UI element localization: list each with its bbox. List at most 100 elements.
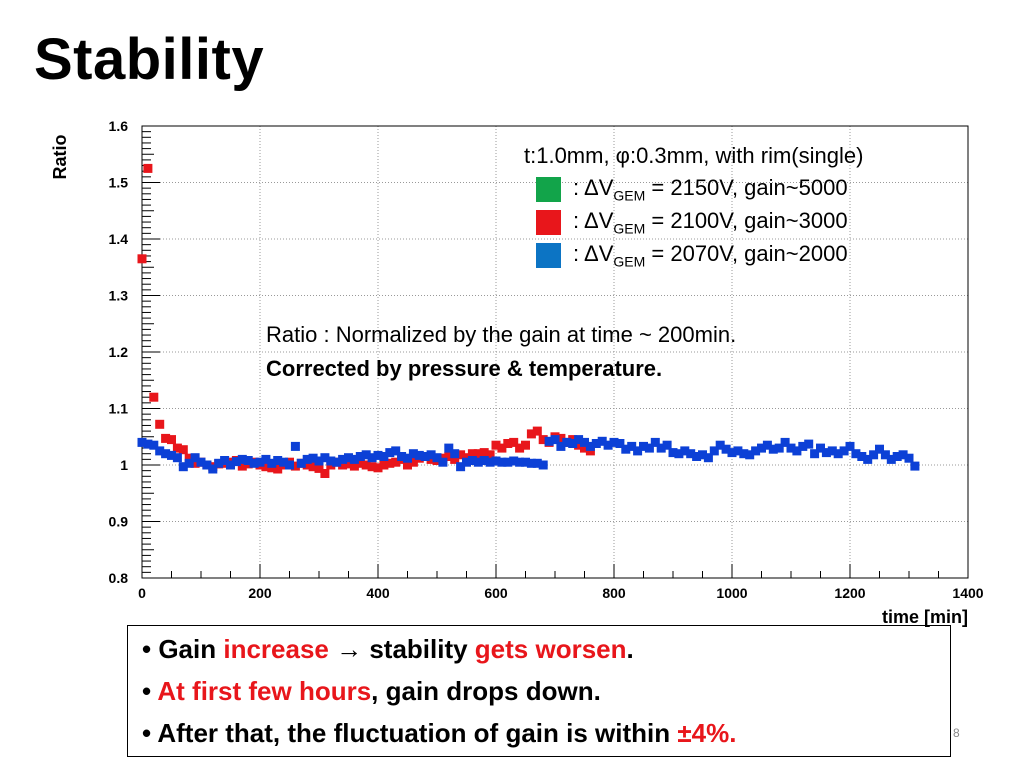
data-point-series-2 (137, 437, 147, 447)
slide-title: Stability (34, 27, 265, 92)
data-point-series-2 (827, 446, 837, 456)
data-point-series-2 (249, 458, 259, 468)
data-point-series-2 (344, 453, 353, 463)
data-point-series-2 (226, 460, 235, 470)
tick-labels: 0 200 400 600 800 1000 1200 1400 0.8 0.9 1 1.1 1.2 1.… (109, 118, 984, 601)
data-point-series-2 (426, 450, 436, 460)
data-point-series-2 (149, 440, 159, 450)
x-tick-label: 1400 (952, 585, 983, 601)
data-point-series-2 (733, 446, 743, 456)
data-point-series-2 (562, 437, 572, 447)
data-point-series-2 (243, 456, 253, 465)
data-point-series-2 (267, 458, 277, 468)
data-point-series-2 (780, 437, 790, 447)
data-point-series-2 (237, 454, 247, 464)
data-point-series-1 (344, 459, 353, 469)
data-point-series-1 (467, 449, 477, 459)
data-point-series-2 (662, 440, 672, 450)
data-point-series-1 (237, 461, 247, 471)
data-point-series-2 (698, 450, 707, 460)
data-point-series-2 (456, 462, 466, 472)
data-point-series-2 (580, 437, 589, 447)
data-point-series-2 (261, 454, 271, 464)
data-point-series-2 (538, 460, 548, 470)
data-point-series-1 (273, 464, 283, 474)
data-point-series-2 (220, 456, 230, 465)
data-point-series-2 (904, 453, 914, 463)
data-point-series-2 (526, 458, 536, 468)
data-point-series-1 (373, 463, 383, 473)
data-point-series-2 (751, 446, 761, 456)
data-point-series-2 (591, 439, 601, 448)
data-point-series-2 (816, 443, 825, 453)
data-point-series-2 (338, 454, 348, 464)
data-point-series-2 (585, 441, 595, 451)
data-point-series-2 (886, 454, 896, 464)
data-point-series-2 (361, 450, 371, 460)
data-point-series-2 (574, 435, 584, 445)
data-point-series-2 (798, 441, 808, 451)
data-point-series-2 (302, 454, 312, 464)
data-point-series-1 (426, 454, 436, 464)
data-point-series-2 (279, 457, 289, 467)
legend-item-2150v: : ΔVGEM = 2150V, gain~5000 (536, 175, 848, 203)
bullet-first-hours: • At first few hours, gain drops down. (142, 676, 601, 706)
data-point-series-1 (184, 453, 194, 463)
data-point-series-2 (385, 448, 395, 458)
data-point-series-2 (161, 449, 171, 459)
data-point-series-1 (556, 433, 566, 443)
data-point-series-1 (444, 452, 454, 461)
data-point-series-2 (255, 457, 265, 467)
data-point-series-2 (391, 446, 401, 456)
x-axis-label: time [min] (882, 607, 968, 627)
data-point-series-2 (633, 446, 643, 456)
data-point-series-2 (491, 456, 501, 466)
data-point-series-2 (167, 450, 176, 460)
data-point-series-2 (757, 443, 766, 453)
data-point-series-2 (857, 452, 867, 461)
data-point-series-2 (804, 439, 814, 449)
data-point-series-2 (473, 457, 483, 467)
data-point-series-2 (686, 449, 696, 459)
data-point-series-2 (196, 457, 206, 467)
data-point-series-1 (456, 450, 466, 460)
grid-lines (142, 126, 968, 578)
data-point-series-1 (349, 461, 359, 471)
data-point-series-2 (851, 449, 861, 459)
data-point-series-2 (314, 456, 324, 466)
data-point-series-2 (332, 457, 342, 467)
data-point-series-1 (149, 392, 159, 402)
data-point-series-2 (609, 437, 619, 447)
x-tick-label: 1000 (716, 585, 747, 601)
data-point-series-2 (355, 452, 365, 461)
data-point-series-2 (408, 449, 418, 459)
data-point-series-2 (544, 436, 554, 446)
data-point-series-1 (137, 254, 147, 264)
data-point-series-2 (898, 450, 908, 460)
data-point-series-1 (403, 460, 412, 470)
data-point-series-1 (167, 435, 176, 445)
data-point-series-2 (603, 440, 613, 450)
data-point-series-2 (420, 452, 430, 461)
data-point-series-1 (491, 440, 501, 450)
data-point-series-2 (715, 440, 725, 450)
data-point-series-2 (692, 452, 702, 461)
data-point-series-2 (650, 437, 660, 447)
data-point-series-1 (361, 460, 371, 470)
data-point-series-1 (385, 458, 395, 468)
data-point-series-2 (467, 456, 477, 465)
data-point-series-2 (644, 443, 654, 453)
data-point-series-2 (568, 439, 578, 448)
data-point-series-2 (503, 457, 513, 467)
data-point-series-2 (208, 464, 218, 474)
data-point-series-2 (839, 446, 849, 456)
data-point-series-2 (308, 453, 318, 463)
data-point-series-2 (397, 452, 407, 461)
data-point-series-2 (845, 441, 855, 451)
x-tick-label: 600 (484, 585, 508, 601)
data-point-series-1 (485, 450, 495, 460)
data-point-series-2 (656, 443, 666, 453)
data-point-series-1 (302, 460, 312, 470)
legend-swatch-red (536, 209, 561, 235)
bullet-gain-increase: • Gain increase → stability gets worsen. (142, 634, 634, 664)
